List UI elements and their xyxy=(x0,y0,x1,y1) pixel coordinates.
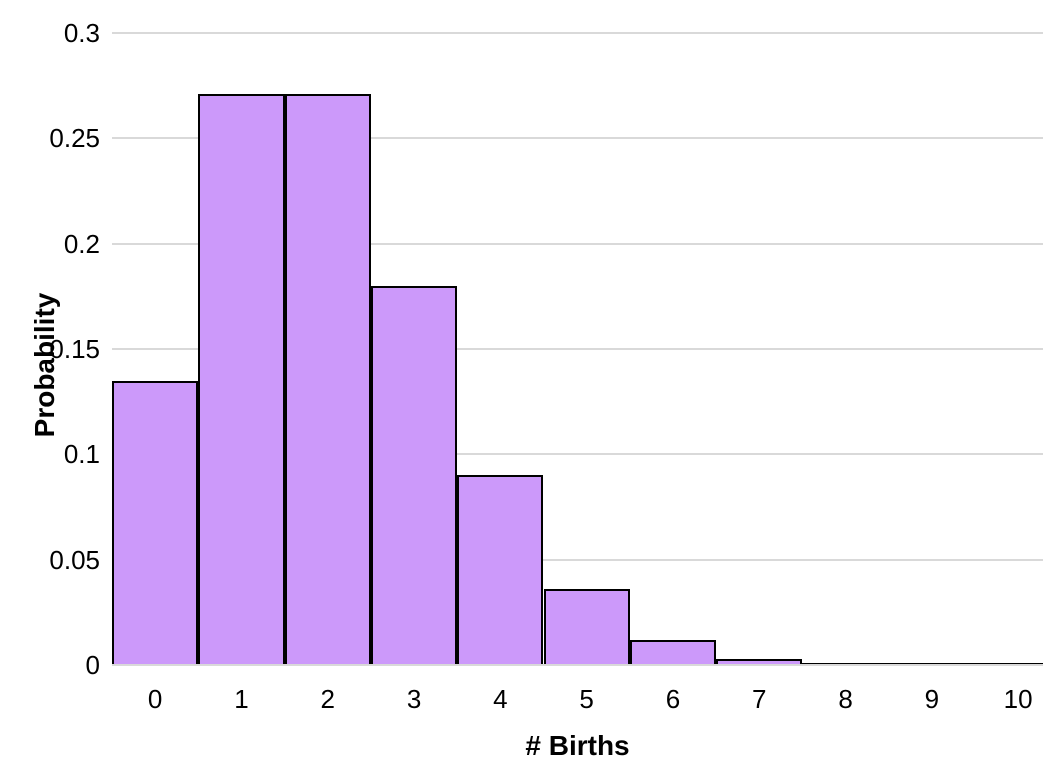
bar-0 xyxy=(112,380,199,665)
y-tick-label: 0 xyxy=(85,650,100,680)
gridline xyxy=(112,137,1043,140)
x-tick-label: 9 xyxy=(924,684,940,714)
x-tick-label: 7 xyxy=(752,684,767,714)
y-tick-label: 0.2 xyxy=(63,228,100,259)
x-tick-label: 10 xyxy=(1003,684,1033,714)
bar-8 xyxy=(802,662,889,665)
y-tick-label: 0.25 xyxy=(49,123,100,154)
x-tick-label: 4 xyxy=(493,684,508,714)
x-tick-label: 5 xyxy=(579,684,594,714)
x-axis-baseline xyxy=(112,664,1043,666)
x-tick-label: 3 xyxy=(406,684,422,714)
plot-area xyxy=(112,33,1043,665)
y-tick-label: 0.05 xyxy=(49,544,100,575)
y-tick-label: 0.3 xyxy=(63,18,100,48)
bar-5 xyxy=(543,589,630,665)
gridline xyxy=(112,32,1043,34)
bar-1 xyxy=(198,94,285,665)
y-tick-label: 0.15 xyxy=(49,334,100,364)
gridline xyxy=(112,348,1043,350)
gridline xyxy=(112,558,1043,561)
y-tick-label: 0.1 xyxy=(63,439,100,470)
gridline xyxy=(112,242,1043,245)
bar-2 xyxy=(284,94,371,665)
bar-3 xyxy=(370,285,458,665)
x-tick-label: 6 xyxy=(665,684,681,714)
x-tick-label: 2 xyxy=(320,684,335,714)
gridline xyxy=(112,453,1043,456)
bar-7 xyxy=(716,658,803,665)
x-tick-label: 1 xyxy=(234,684,249,714)
bar-6 xyxy=(629,639,717,665)
bar-4 xyxy=(457,475,544,665)
x-axis-title: # Births xyxy=(525,730,630,761)
y-axis-title: Probability xyxy=(29,292,60,438)
x-tick-label: 0 xyxy=(147,684,163,714)
x-tick-label: 8 xyxy=(838,684,853,714)
